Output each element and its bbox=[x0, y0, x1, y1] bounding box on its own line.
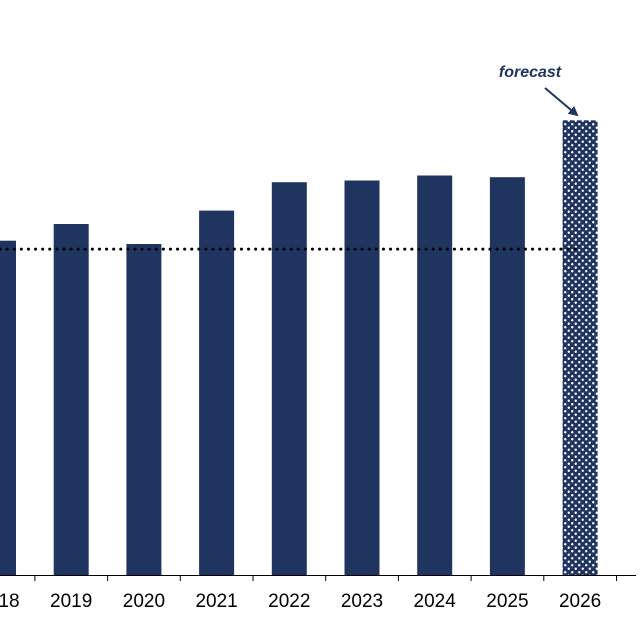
bar-2021 bbox=[199, 210, 235, 575]
bar-2020 bbox=[126, 244, 162, 575]
x-tick-label-2023: 2023 bbox=[341, 591, 383, 612]
bar-2019 bbox=[53, 224, 89, 575]
x-tick-label-2025: 2025 bbox=[486, 591, 528, 612]
bars-group bbox=[0, 120, 598, 576]
bar-2018 bbox=[0, 240, 16, 575]
x-tick-label-2020: 2020 bbox=[123, 591, 165, 612]
x-tick-label-2026: 2026 bbox=[559, 591, 601, 612]
x-tick-label-2022: 2022 bbox=[268, 591, 310, 612]
bar-2022 bbox=[271, 182, 307, 575]
x-tick-label-2018: 2018 bbox=[0, 591, 20, 612]
x-tick-label-2021: 2021 bbox=[195, 591, 237, 612]
x-axis-labels: 2018 2019 2020 2021 2022 2023 2024 2025 2026 bbox=[0, 591, 601, 612]
bar-2026-forecast bbox=[562, 120, 598, 576]
x-tick-label-2024: 2024 bbox=[414, 591, 457, 612]
x-axis-ticks bbox=[34, 575, 617, 581]
bar-2023 bbox=[344, 180, 380, 575]
bar-2024 bbox=[417, 175, 453, 575]
forecast-arrow bbox=[544, 87, 579, 117]
bar-2025 bbox=[489, 177, 525, 575]
forecast-annotation: forecast bbox=[499, 64, 562, 81]
x-tick-label-2019: 2019 bbox=[50, 591, 92, 612]
